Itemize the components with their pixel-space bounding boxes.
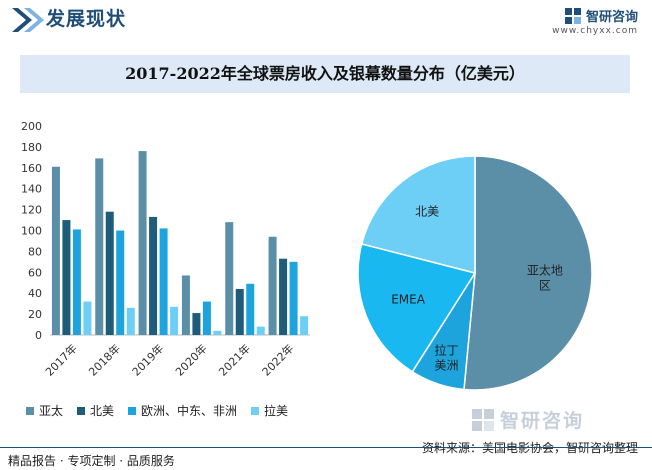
- bar-4-4: [213, 330, 222, 335]
- legend-swatch: [26, 406, 34, 415]
- pie-slice-1: [463, 155, 593, 391]
- legend-swatch: [251, 406, 260, 415]
- y-tick-label: 160: [21, 162, 42, 175]
- legend-label: 北美: [90, 404, 115, 418]
- bar-2-2: [105, 211, 114, 335]
- legend-label: 拉美: [264, 404, 289, 418]
- legend-item: 欧洲、中东、非洲: [128, 402, 237, 419]
- legend-item: 拉美: [251, 402, 288, 419]
- bar-3-6: [289, 261, 298, 335]
- watermark-logo: 智研咨询: [470, 406, 584, 433]
- source-note: 资料来源：美国电影协会，智研咨询整理: [421, 441, 638, 455]
- bar-1-5: [225, 222, 234, 335]
- y-tick-label: 200: [21, 120, 42, 133]
- bar-2-5: [235, 289, 244, 335]
- brand-logo-icon: [564, 7, 581, 24]
- y-tick-label: 100: [21, 225, 42, 238]
- bar-legend: 亚太 北美 欧洲、中东、非洲 拉美: [26, 402, 288, 419]
- bar-2-4: [192, 313, 201, 335]
- watermark-logo-icon: [472, 408, 494, 431]
- footer-divider: [0, 447, 652, 448]
- pie-label: 拉丁美洲: [434, 342, 458, 372]
- x-tick-label: 2020年: [172, 341, 209, 378]
- bar-2-3: [149, 216, 158, 335]
- bar-1-1: [51, 166, 60, 335]
- bar-4-3: [170, 306, 179, 335]
- x-tick-label: 2021年: [216, 341, 253, 378]
- footer-slogan: 精品报告 · 专项定制 · 品质服务: [8, 454, 175, 468]
- bar-4-6: [300, 316, 309, 335]
- bar-1-4: [181, 275, 190, 335]
- bar-4-1: [83, 301, 92, 335]
- pie-label: 亚太地区: [527, 262, 563, 292]
- bar-chart: 0 20 40 60 80 100 120 140 160 180 200 2017年 2018年 201…: [21, 120, 310, 379]
- bar-3-2: [116, 230, 125, 335]
- bar-1-2: [95, 158, 104, 335]
- legend-swatch: [128, 406, 137, 415]
- bar-3-1: [72, 229, 81, 335]
- bar-1-6: [268, 236, 277, 335]
- x-tick-label: 2017年: [42, 341, 79, 378]
- x-tick-label: 2022年: [259, 341, 296, 378]
- bar-1-3: [138, 151, 147, 335]
- pie-label: 北美: [415, 204, 439, 218]
- y-tick-label: 40: [28, 287, 42, 300]
- bar-4-5: [256, 326, 265, 335]
- legend-label: 欧洲、中东、非洲: [141, 404, 238, 418]
- chart-title: 2017-2022年全球票房收入及银幕数量分布（亿美元）: [125, 64, 525, 83]
- brand-url: www.chyxx.com: [552, 26, 638, 36]
- y-tick-label: 60: [28, 266, 42, 279]
- y-tick-label: 20: [28, 308, 42, 321]
- legend-swatch: [77, 406, 86, 415]
- bar-3-4: [202, 301, 211, 335]
- watermark-text: 智研咨询: [500, 410, 585, 432]
- x-tick-label: 2019年: [129, 341, 166, 378]
- pie-slice-4: [360, 155, 476, 274]
- bar-3-5: [246, 283, 255, 335]
- pie-label: EMEA: [391, 293, 426, 307]
- header-bar: 发展现状 智研咨询 www.chyxx.com: [0, 0, 652, 40]
- legend-item: 北美: [77, 402, 114, 419]
- y-tick-label: 180: [21, 141, 42, 154]
- legend-label: 亚太: [39, 404, 64, 418]
- bar-2-1: [62, 220, 71, 335]
- legend-item: 亚太: [26, 402, 63, 419]
- y-tick-label: 0: [35, 329, 42, 342]
- y-tick-label: 120: [21, 204, 42, 217]
- bar-3-3: [159, 228, 168, 335]
- brand-logo: 智研咨询: [564, 6, 638, 25]
- brand-logo-text: 智研咨询: [585, 10, 638, 25]
- pie-slice-3: [357, 242, 477, 373]
- bar-4-2: [126, 307, 135, 335]
- y-tick-label: 140: [21, 183, 42, 196]
- y-tick-label: 80: [28, 245, 42, 258]
- page-title: 发展现状: [46, 8, 127, 30]
- bar-2-6: [279, 258, 288, 335]
- header-chevron-icon: [12, 8, 44, 32]
- x-tick-label: 2018年: [86, 341, 123, 378]
- chart-title-box: 2017-2022年全球票房收入及银幕数量分布（亿美元）: [20, 55, 630, 93]
